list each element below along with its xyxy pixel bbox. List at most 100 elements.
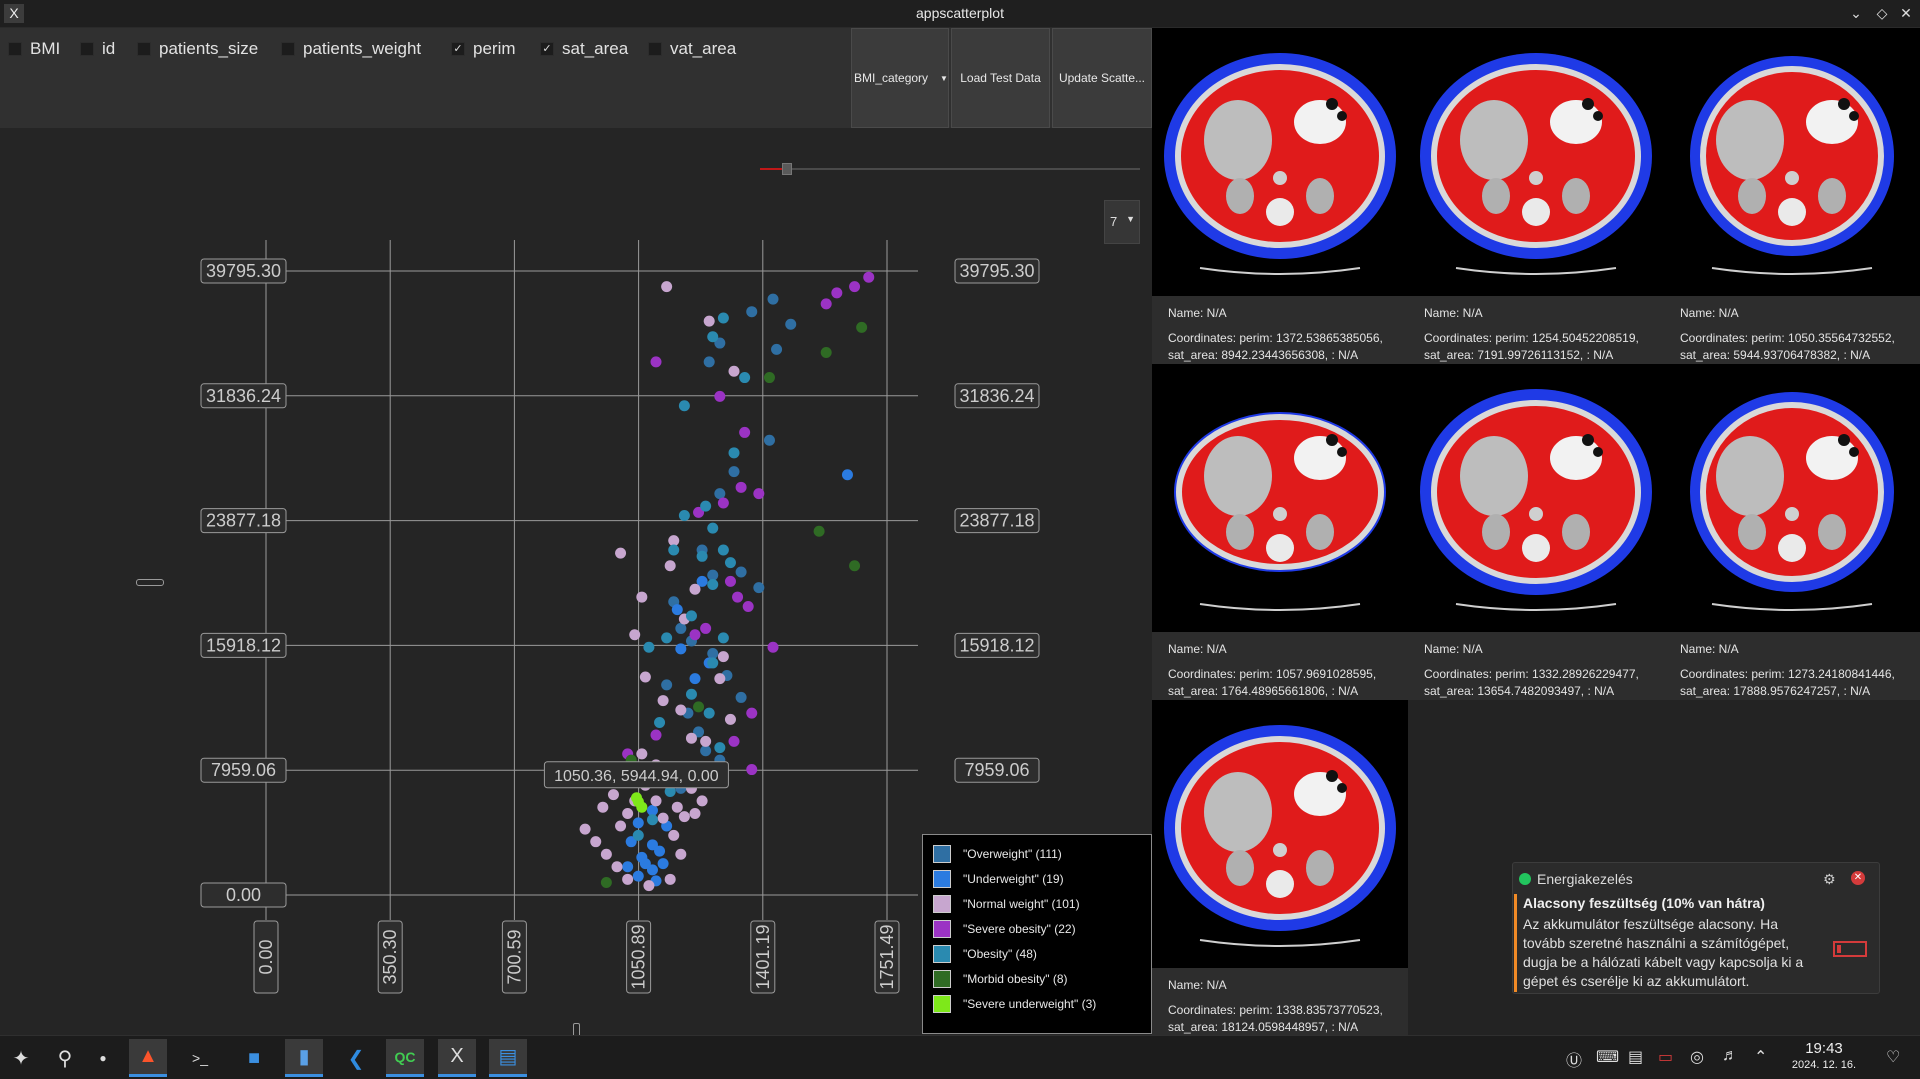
data-point[interactable] <box>597 801 609 813</box>
data-point[interactable] <box>771 343 783 355</box>
checkbox-vat-area[interactable]: vat_area <box>648 39 736 59</box>
update-scatterplot-button[interactable]: Update Scatte... <box>1052 28 1152 128</box>
checkbox-patients-size[interactable]: patients_size <box>137 39 258 59</box>
data-point[interactable] <box>631 792 643 804</box>
data-point[interactable] <box>767 293 779 305</box>
data-point[interactable] <box>607 789 619 801</box>
file-manager-icon[interactable]: ▮ <box>285 1039 323 1077</box>
checkbox-patients-weight[interactable]: patients_weight <box>281 39 421 59</box>
data-point[interactable] <box>728 365 740 377</box>
data-point[interactable] <box>863 271 875 283</box>
data-point[interactable] <box>678 510 690 522</box>
data-point[interactable] <box>646 839 658 851</box>
data-point[interactable] <box>746 306 758 318</box>
data-point[interactable] <box>600 848 612 860</box>
data-point[interactable] <box>714 673 726 685</box>
point-size-slider-track[interactable] <box>760 168 1140 170</box>
data-point[interactable] <box>632 817 644 829</box>
data-point[interactable] <box>735 566 747 578</box>
clock[interactable]: 19:43 2024. 12. 16. <box>1784 1040 1864 1071</box>
data-point[interactable] <box>685 688 697 700</box>
data-point[interactable] <box>707 648 719 660</box>
terminal-icon[interactable]: >_ <box>192 1050 208 1066</box>
data-point[interactable] <box>671 604 683 616</box>
ct-image-card[interactable]: Name: N/A Coordinates: perim: 1273.24180… <box>1664 364 1920 700</box>
data-point[interactable] <box>707 657 719 669</box>
app-launcher-icon[interactable]: ✦ <box>12 1047 30 1070</box>
maximize-diamond-icon[interactable]: ◇ <box>1876 5 1888 21</box>
data-point[interactable] <box>746 764 758 776</box>
data-point[interactable] <box>703 356 715 368</box>
data-point[interactable] <box>714 742 726 754</box>
data-point[interactable] <box>724 557 736 569</box>
data-point[interactable] <box>643 641 655 653</box>
data-point[interactable] <box>724 575 736 587</box>
data-point[interactable] <box>622 861 634 873</box>
data-point[interactable] <box>763 372 775 384</box>
data-point[interactable] <box>746 707 758 719</box>
data-point[interactable] <box>622 807 634 819</box>
data-point[interactable] <box>650 356 662 368</box>
store-icon[interactable]: ■ <box>247 1046 261 1069</box>
data-point[interactable] <box>689 629 701 641</box>
data-point[interactable] <box>732 591 744 603</box>
checkbox-perim[interactable]: ✓ perim <box>451 39 516 59</box>
data-point[interactable] <box>813 525 825 537</box>
data-point[interactable] <box>643 880 655 892</box>
checkbox-box[interactable] <box>8 42 22 56</box>
data-point[interactable] <box>693 726 705 738</box>
data-point[interactable] <box>654 717 666 729</box>
data-point[interactable] <box>615 820 627 832</box>
point-size-slider-handle[interactable] <box>782 163 792 175</box>
close-icon[interactable]: ✕ <box>1900 5 1912 21</box>
data-point[interactable] <box>700 745 712 757</box>
data-point[interactable] <box>714 390 726 402</box>
data-point[interactable] <box>611 861 623 873</box>
data-point[interactable] <box>657 858 669 870</box>
data-point[interactable] <box>661 632 673 644</box>
data-point[interactable] <box>717 632 729 644</box>
data-point[interactable] <box>703 707 715 719</box>
data-point[interactable] <box>753 582 765 594</box>
data-point[interactable] <box>678 400 690 412</box>
data-point[interactable] <box>685 610 697 622</box>
data-point[interactable] <box>739 426 751 438</box>
app-x-icon[interactable]: X <box>4 4 24 23</box>
close-icon[interactable]: ✕ <box>1851 871 1865 885</box>
data-point[interactable] <box>636 801 648 813</box>
data-point[interactable] <box>707 522 719 534</box>
x-app-icon[interactable]: X <box>438 1039 476 1077</box>
data-point[interactable] <box>661 679 673 691</box>
data-point[interactable] <box>767 641 779 653</box>
category-select[interactable]: BMI_category ▼ <box>851 28 949 128</box>
checkbox-box-checked[interactable]: ✓ <box>451 42 465 56</box>
data-point[interactable] <box>742 600 754 612</box>
vertical-resize-handle[interactable] <box>136 579 164 586</box>
legend-item[interactable]: "Normal weight" (101) <box>933 893 1080 915</box>
checkbox-sat-area[interactable]: ✓ sat_area <box>540 39 628 59</box>
legend-item[interactable]: "Severe underweight" (3) <box>933 993 1096 1015</box>
data-point[interactable] <box>650 795 662 807</box>
data-point[interactable] <box>693 701 705 713</box>
data-point[interactable] <box>657 695 669 707</box>
checkbox-bmi[interactable]: BMI <box>8 39 60 59</box>
legend-item[interactable]: "Morbid obesity" (8) <box>933 968 1068 990</box>
data-point[interactable] <box>646 814 658 826</box>
data-point[interactable] <box>664 560 676 572</box>
data-point[interactable] <box>700 735 712 747</box>
data-point[interactable] <box>735 691 747 703</box>
checkbox-box[interactable] <box>80 42 94 56</box>
data-point[interactable] <box>724 713 736 725</box>
data-point[interactable] <box>763 434 775 446</box>
column-count-spinbox[interactable]: 7 ▼ <box>1104 200 1140 244</box>
checkbox-box[interactable] <box>281 42 295 56</box>
data-point[interactable] <box>689 673 701 685</box>
keyboard-icon[interactable]: ⌨ <box>1596 1049 1620 1066</box>
legend-item[interactable]: "Overweight" (111) <box>933 843 1062 865</box>
data-point[interactable] <box>579 823 591 835</box>
ct-image-card[interactable]: Name: N/A Coordinates: perim: 1332.28926… <box>1408 364 1664 700</box>
data-point[interactable] <box>728 466 740 478</box>
chevron-down-icon[interactable]: ▼ <box>1126 214 1135 224</box>
data-point[interactable] <box>707 579 719 591</box>
checkbox-box[interactable] <box>137 42 151 56</box>
